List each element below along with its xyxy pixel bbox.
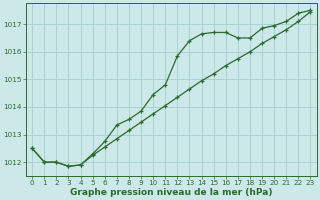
X-axis label: Graphe pression niveau de la mer (hPa): Graphe pression niveau de la mer (hPa) <box>70 188 273 197</box>
